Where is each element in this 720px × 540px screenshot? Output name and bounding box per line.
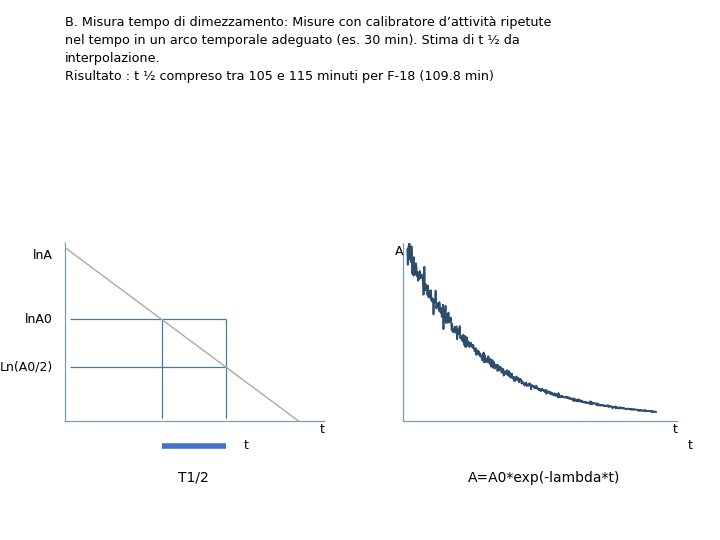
Text: Ln(A0/2): Ln(A0/2) — [0, 361, 53, 374]
Text: t: t — [319, 423, 324, 436]
Text: t: t — [672, 423, 678, 436]
Text: A: A — [395, 245, 403, 258]
Text: t: t — [688, 439, 693, 452]
Text: lnA0: lnA0 — [25, 313, 53, 326]
Text: T1/2: T1/2 — [179, 471, 209, 485]
Text: t: t — [244, 439, 249, 452]
Text: B. Misura tempo di dimezzamento: Misure con calibratore d’attività ripetute
nel : B. Misura tempo di dimezzamento: Misure … — [65, 16, 552, 83]
Text: A=A0*exp(-lambda*t): A=A0*exp(-lambda*t) — [467, 471, 620, 485]
Text: lnA: lnA — [33, 249, 53, 262]
